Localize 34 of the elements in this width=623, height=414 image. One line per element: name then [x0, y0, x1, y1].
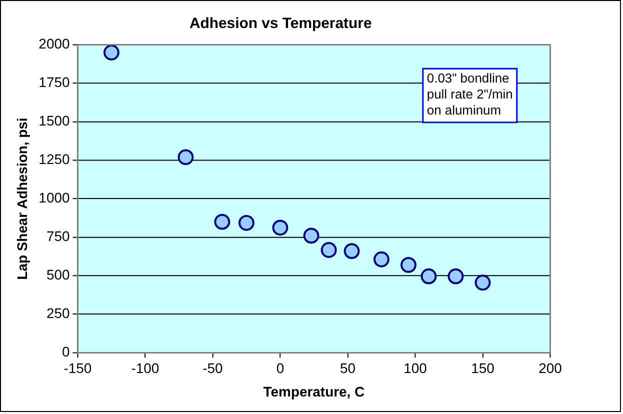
point [272, 220, 288, 236]
x-tick-label: 0 [276, 360, 284, 376]
x-axis-title: Temperature, C [263, 384, 365, 400]
y-tick-label: 2000 [38, 36, 70, 52]
annotation: 0.03" bondline pull rate 2"/min on aluminum [426, 70, 513, 118]
point [420, 268, 437, 284]
x-tick-label: -150 [64, 360, 92, 376]
y-tick-label: 500 [46, 266, 70, 283]
y-tick-label: 250 [46, 305, 70, 322]
x-tick-label: 200 [538, 360, 562, 376]
point [214, 214, 230, 230]
x-tick-label: -100 [131, 360, 160, 376]
y-tick-label: 1000 [38, 190, 70, 206]
x-tick-label: 150 [471, 360, 495, 376]
point [238, 214, 254, 231]
point [448, 268, 464, 284]
x-tick-label: 100 [404, 360, 428, 376]
chart-title: Adhesion vs Temperature [189, 15, 372, 32]
y-tick-label: 1500 [38, 112, 70, 129]
point [373, 251, 390, 268]
point [178, 149, 194, 166]
point [344, 243, 360, 260]
point [303, 228, 320, 244]
y-tick-label: 1250 [38, 151, 70, 168]
point [400, 256, 416, 273]
point [474, 274, 491, 291]
x-tick-label: 50 [340, 360, 356, 376]
y-axis-title: Lap Shear Adhesion, psi [14, 118, 30, 280]
point [320, 242, 337, 258]
y-tick-label: 0 [62, 344, 70, 360]
y-tick-label: 750 [46, 228, 70, 244]
y-tick-label: 1750 [38, 74, 70, 90]
point [103, 44, 120, 60]
x-tick-label: -50 [202, 360, 224, 376]
